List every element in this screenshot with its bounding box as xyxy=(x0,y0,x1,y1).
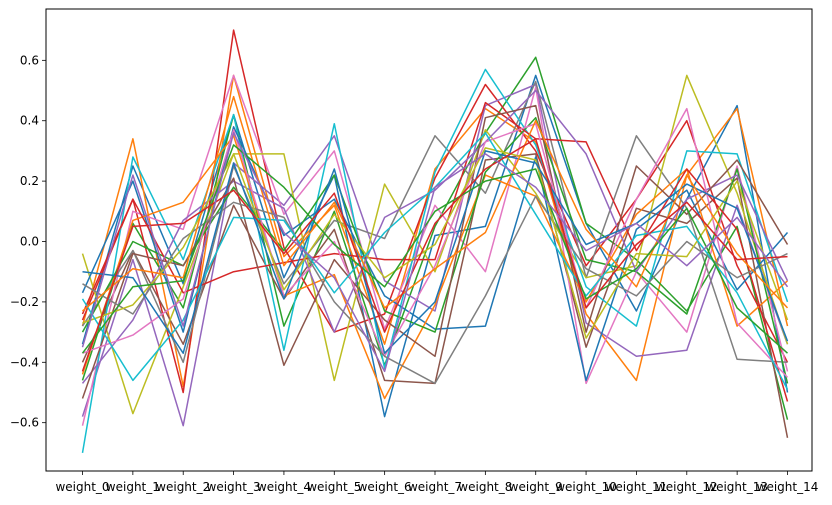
y-axis: −0.6 −0.4 −0.2 0.0 0.2 0.4 0.6 xyxy=(10,53,46,430)
x-tick-label-9: weight_9 xyxy=(509,480,563,494)
x-tick-label-14: weight_14 xyxy=(757,480,819,494)
x-tick-label-10: weight_10 xyxy=(555,480,617,494)
y-tick-label-5: 0.4 xyxy=(20,114,39,128)
y-tick-label-3: 0.0 xyxy=(20,235,39,249)
series-line-14 xyxy=(81,89,789,384)
series-line-16 xyxy=(82,107,789,378)
series-line-4 xyxy=(81,83,789,427)
x-tick-label-5: weight_5 xyxy=(307,480,361,494)
series-line-0 xyxy=(81,74,789,418)
y-tick-label-2: −0.2 xyxy=(10,295,39,309)
series-line-20 xyxy=(82,150,789,354)
series-line-22 xyxy=(81,144,789,354)
y-tick-label-0: −0.6 xyxy=(10,416,39,430)
x-tick-label-13: weight_13 xyxy=(706,480,768,494)
x-tick-label-3: weight_3 xyxy=(207,480,261,494)
series-line-21 xyxy=(82,95,789,312)
series-line-17 xyxy=(82,195,788,385)
x-tick-label-6: weight_6 xyxy=(358,480,412,494)
x-tick-label-4: weight_4 xyxy=(257,480,311,494)
x-tick-label-11: weight_11 xyxy=(606,480,668,494)
series-line-11 xyxy=(81,135,789,400)
series-line-3 xyxy=(81,29,789,394)
plot-frame xyxy=(45,8,813,472)
x-tick-label-12: weight_12 xyxy=(656,480,718,494)
x-axis: weight_0weight_1weight_2weight_3weight_4… xyxy=(55,471,818,494)
series-line-12 xyxy=(81,116,789,384)
series-line-23 xyxy=(81,138,788,372)
series-line-6 xyxy=(81,74,789,426)
series-line-9 xyxy=(81,68,789,454)
y-tick-label-6: 0.6 xyxy=(20,53,39,67)
x-tick-label-0: weight_0 xyxy=(55,480,109,494)
x-tick-label-1: weight_1 xyxy=(106,480,160,494)
x-tick-label-2: weight_2 xyxy=(156,480,210,494)
series-layer xyxy=(81,29,789,454)
series-line-24 xyxy=(81,132,789,373)
series-line-1 xyxy=(81,74,789,388)
x-tick-label-8: weight_8 xyxy=(458,480,512,494)
y-tick-label-4: 0.2 xyxy=(20,174,39,188)
x-tick-label-7: weight_7 xyxy=(408,480,462,494)
y-tick-label-1: −0.4 xyxy=(10,355,39,369)
